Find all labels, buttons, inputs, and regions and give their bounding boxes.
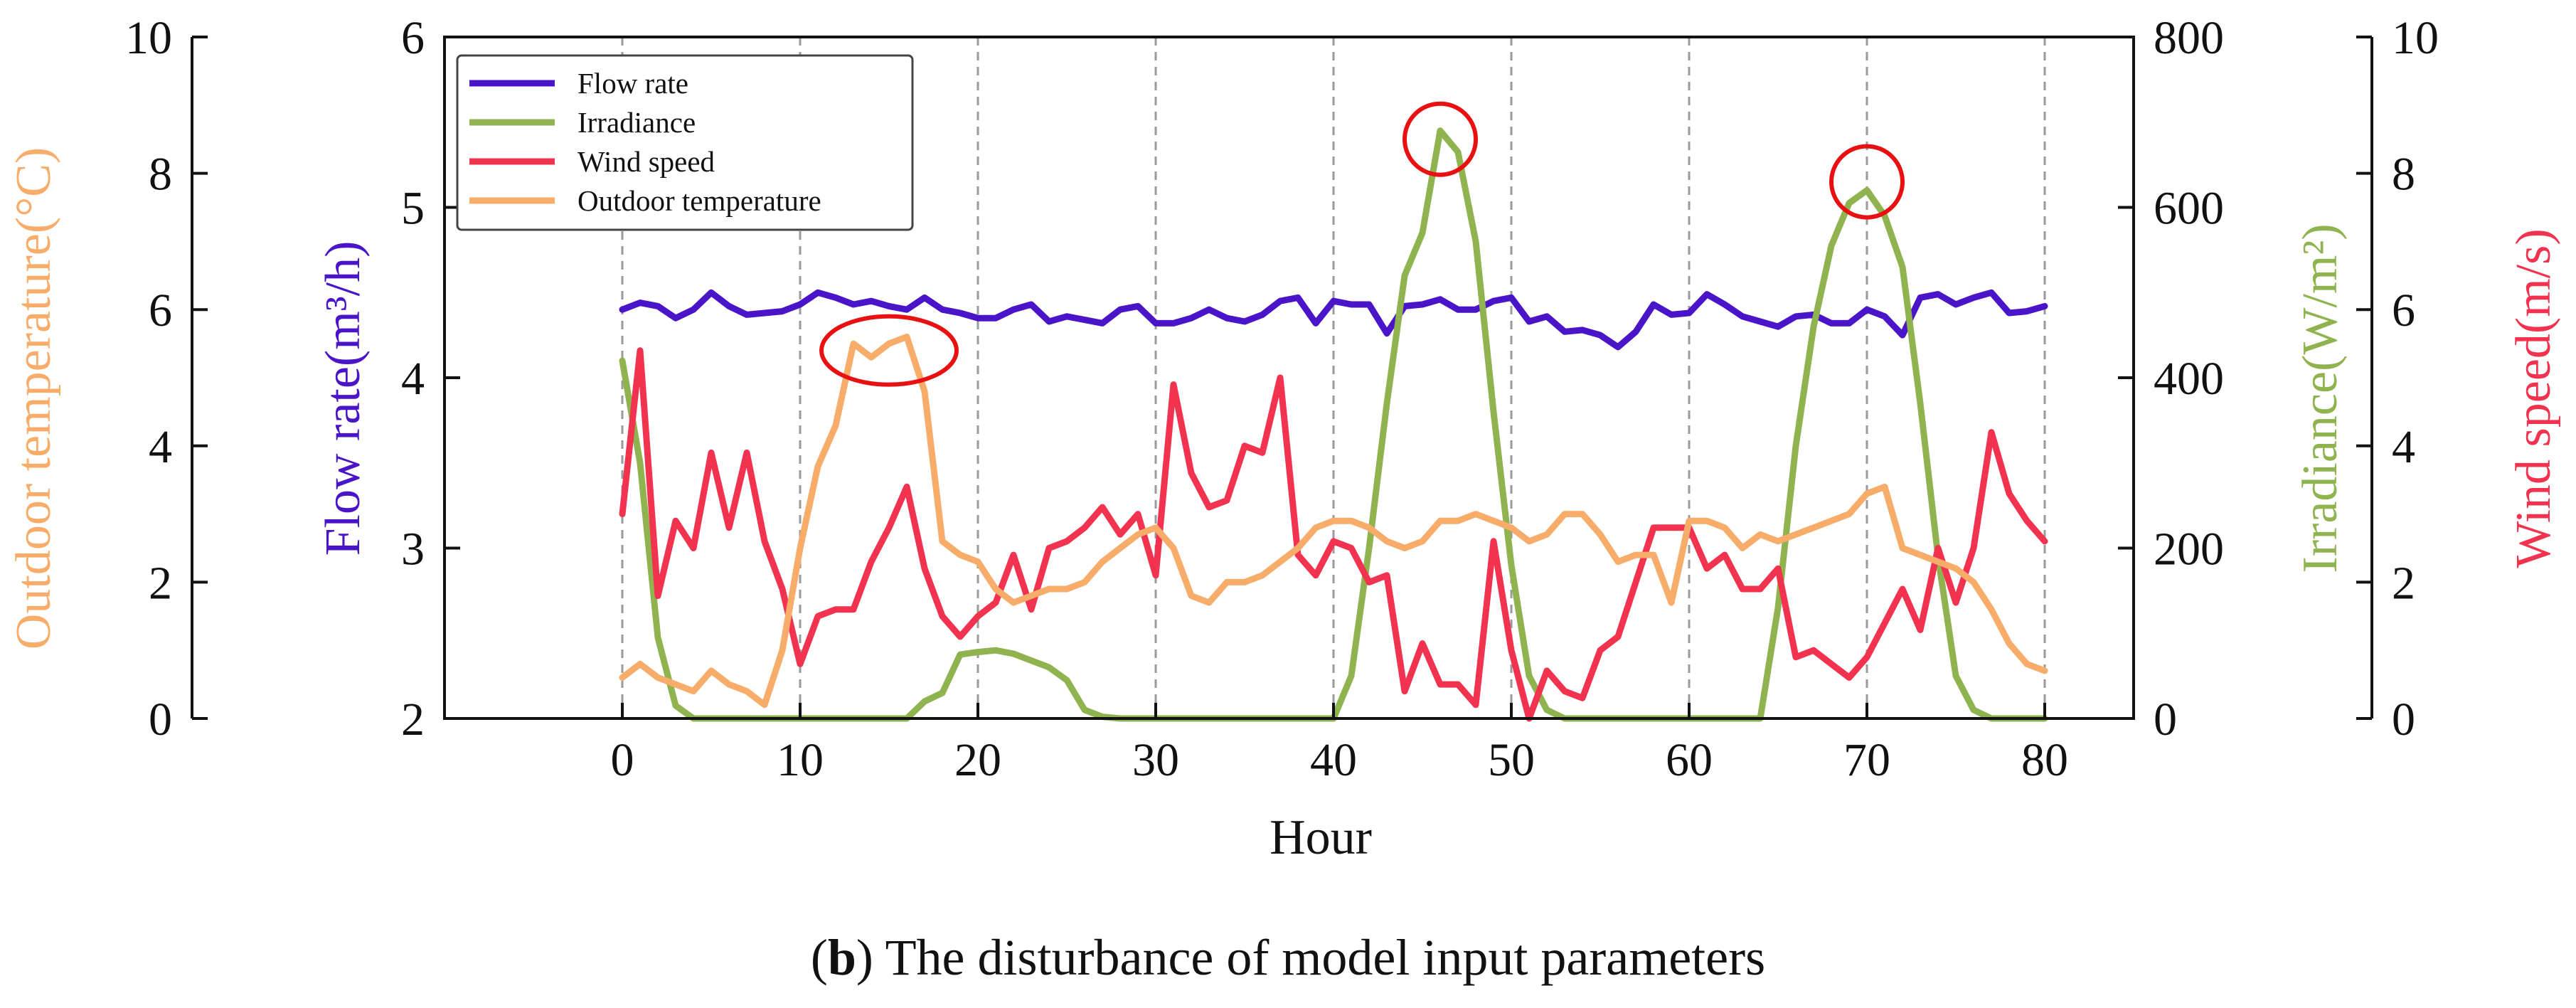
wind-tick-label-0: 0 — [2392, 694, 2415, 746]
wind-tick-label-6: 6 — [2392, 285, 2415, 336]
flow-tick-label-3: 3 — [401, 524, 425, 575]
temperature-tick-label-2: 2 — [149, 557, 172, 609]
series-line-outdoor-temperature — [619, 334, 2048, 709]
x-tick-label-0: 0 — [611, 734, 634, 786]
irradiance-axis-title: Irradiance(W/m²) — [2293, 223, 2348, 573]
x-tick-label-20: 20 — [954, 734, 1001, 786]
chart: 0 10 20 30 40 50 60 70 8023456024681002004006008… — [6, 12, 2561, 865]
temperature-tick-label-10: 10 — [125, 12, 172, 64]
flow-tick-label-6: 6 — [401, 12, 425, 64]
x-tick-label-60: 60 — [1666, 734, 1713, 786]
highlight-circle-2 — [1829, 144, 1905, 220]
x-tick-label-30: 30 — [1132, 734, 1179, 786]
x-axis-title: Hour — [1270, 810, 1372, 865]
wind-tick-label-4: 4 — [2392, 421, 2415, 473]
flow-axis-title: Flow rate(m³/h) — [316, 241, 371, 556]
wind-tick-label-8: 8 — [2392, 149, 2415, 201]
series-line-irradiance — [619, 127, 2048, 722]
series-line-wind-speed — [619, 347, 2048, 722]
temperature-tick-label-4: 4 — [149, 421, 172, 473]
legend: Flow rate Irradiance Wind speed Outdoor … — [456, 54, 914, 231]
figure-caption: (b) The disturbance of model input param… — [810, 929, 1766, 986]
wind-tick-label-10: 10 — [2392, 12, 2439, 64]
caption-label: b — [827, 929, 856, 986]
caption-text: The disturbance of model input parameter… — [885, 929, 1766, 986]
highlight-ellipse-0 — [819, 314, 959, 387]
wind-tick-label-2: 2 — [2392, 557, 2415, 609]
flow-tick-label-4: 4 — [401, 353, 425, 405]
x-tick-label-80: 80 — [2021, 734, 2068, 786]
x-tick-label-40: 40 — [1310, 734, 1357, 786]
temperature-tick-label-0: 0 — [149, 694, 172, 746]
annotations — [819, 101, 1905, 387]
irradiance-tick-label-400: 400 — [2154, 353, 2224, 405]
grid-lines — [621, 37, 2046, 718]
flow-tick-label-2: 2 — [401, 694, 425, 746]
temperature-tick-label-8: 8 — [149, 149, 172, 201]
legend-box — [456, 54, 914, 231]
legend-label-flow: Flow rate — [578, 67, 688, 100]
x-tick-label-70: 70 — [1843, 734, 1890, 786]
irradiance-tick-label-0: 0 — [2154, 694, 2177, 746]
irradiance-tick-label-600: 600 — [2154, 183, 2224, 235]
flow-tick-label-5: 5 — [401, 183, 425, 235]
axes: 0 10 20 30 40 50 60 70 8023456024681002004006008… — [125, 12, 2439, 786]
x-tick-label-50: 50 — [1488, 734, 1535, 786]
series-line-flow-rate — [619, 289, 2048, 351]
irradiance-tick-label-200: 200 — [2154, 524, 2224, 575]
temperature-axis-title: Outdoor temperature(°C) — [6, 147, 61, 649]
legend-label-temperature: Outdoor temperature — [578, 184, 821, 217]
series-layer — [619, 127, 2048, 722]
highlight-circle-1 — [1403, 101, 1478, 177]
temperature-tick-label-6: 6 — [149, 285, 172, 336]
legend-label-irradiance: Irradiance — [578, 106, 696, 139]
x-tick-label-10: 10 — [777, 734, 824, 786]
irradiance-tick-label-800: 800 — [2154, 12, 2224, 64]
wind-axis-title: Wind speed(m/s) — [2506, 228, 2561, 568]
legend-label-wind: Wind speed — [578, 145, 715, 178]
